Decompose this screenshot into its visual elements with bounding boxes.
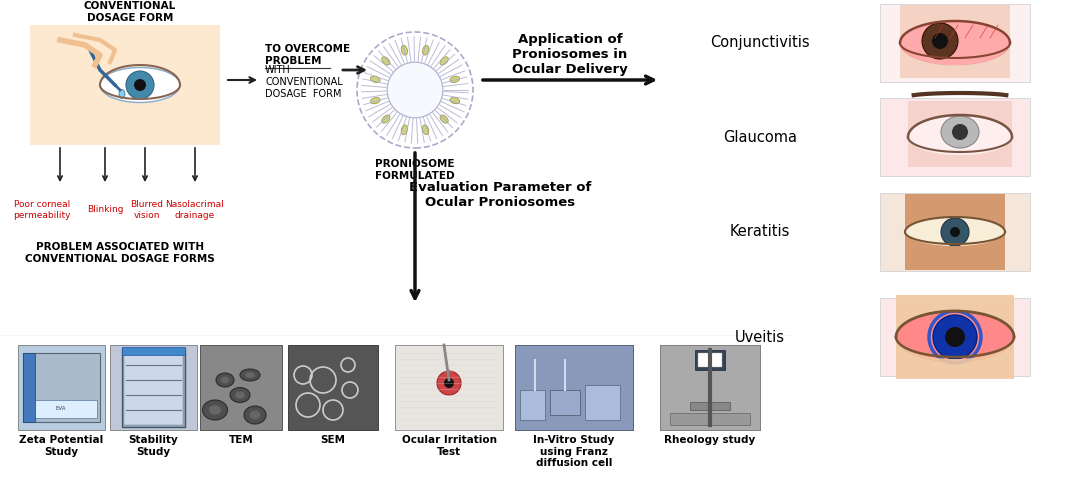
Ellipse shape [230,388,249,402]
Ellipse shape [220,376,229,384]
Bar [23,353,100,422]
Circle shape [951,124,968,140]
Bar [110,345,197,430]
Bar [696,350,725,370]
Ellipse shape [216,373,234,387]
Text: WITH
CONVENTIONAL
DOSAGE  FORM: WITH CONVENTIONAL DOSAGE FORM [265,65,342,98]
Circle shape [941,218,969,246]
Bar [880,4,1030,82]
Ellipse shape [381,115,390,123]
Text: Application of
Proniosomes in
Ocular Delivery: Application of Proniosomes in Ocular Del… [512,33,627,76]
Bar [670,413,750,425]
Bar [880,298,1030,376]
Bar [698,353,723,367]
Text: PROBLEM ASSOCIATED WITH
CONVENTIONAL DOSAGE FORMS: PROBLEM ASSOCIATED WITH CONVENTIONAL DOS… [25,242,215,264]
Text: Nasolacrimal
drainage: Nasolacrimal drainage [165,200,225,220]
Bar [288,345,378,430]
Bar [585,385,620,420]
Bar [122,347,185,355]
Ellipse shape [240,369,260,381]
Ellipse shape [907,116,1013,158]
Ellipse shape [244,406,266,424]
Circle shape [922,23,958,59]
Bar [124,350,183,425]
Ellipse shape [450,98,460,104]
Text: Evaluation Parameter of
Ocular Proniosomes: Evaluation Parameter of Ocular Proniosom… [409,181,591,209]
Bar [122,348,185,427]
Bar [660,345,760,430]
Text: Conjunctivitis: Conjunctivitis [711,35,810,50]
Text: In-Vitro Study
using Franz
diffusion cell: In-Vitro Study using Franz diffusion cel… [534,435,615,468]
Text: Ocular Irritation
Test: Ocular Irritation Test [402,435,497,457]
Text: TEM: TEM [229,435,254,445]
Ellipse shape [203,400,228,420]
Circle shape [134,79,146,91]
Ellipse shape [900,21,1010,66]
Text: Poor corneal
permeability: Poor corneal permeability [13,200,71,220]
Ellipse shape [370,98,380,104]
Circle shape [950,227,960,237]
Circle shape [933,315,977,359]
Ellipse shape [450,76,460,82]
Bar [395,345,503,430]
Circle shape [126,71,154,99]
Ellipse shape [401,46,407,55]
Ellipse shape [401,125,407,135]
Circle shape [444,378,454,388]
Bar [200,345,282,430]
Bar [26,400,97,418]
Bar [515,345,633,430]
Ellipse shape [896,312,1014,362]
Text: Keratitis: Keratitis [730,224,791,240]
Text: SEM: SEM [321,435,346,445]
Ellipse shape [119,90,125,98]
Text: Blinking: Blinking [86,205,123,215]
Ellipse shape [245,372,255,378]
Bar [690,402,730,410]
Bar [395,345,503,430]
Ellipse shape [440,57,448,65]
Bar [550,390,580,415]
Text: EVA: EVA [56,406,66,411]
Bar [18,345,105,430]
Ellipse shape [905,217,1005,247]
Text: TO OVERCOME
PROBLEM: TO OVERCOME PROBLEM [265,44,350,66]
Ellipse shape [249,411,260,419]
Ellipse shape [100,68,180,102]
Text: Uveitis: Uveitis [735,329,785,344]
Ellipse shape [422,125,429,135]
Ellipse shape [235,391,245,399]
Bar [200,345,282,430]
Bar [660,345,760,430]
Text: CONVENTIONAL
DOSAGE FORM: CONVENTIONAL DOSAGE FORM [84,1,176,23]
Text: Blurred
vision: Blurred vision [131,200,163,220]
Ellipse shape [208,405,221,415]
Text: Glaucoma: Glaucoma [723,129,797,145]
Circle shape [945,327,966,347]
Bar [30,25,220,145]
Bar [23,353,35,422]
Circle shape [932,33,948,49]
Text: Rheology study: Rheology study [664,435,756,445]
Ellipse shape [381,57,390,65]
Bar [880,193,1030,271]
Circle shape [437,371,461,395]
Bar [880,98,1030,176]
Bar [519,390,545,420]
Ellipse shape [422,46,429,55]
Circle shape [387,62,443,118]
Text: PRONIOSOME
FORMULATED: PRONIOSOME FORMULATED [375,159,455,181]
Bar [515,345,633,430]
Ellipse shape [440,115,448,123]
Text: Stability
Study: Stability Study [129,435,178,457]
Bar [288,345,378,430]
Text: Zeta Potential
Study: Zeta Potential Study [18,435,103,457]
Ellipse shape [941,116,978,148]
Ellipse shape [370,76,380,82]
